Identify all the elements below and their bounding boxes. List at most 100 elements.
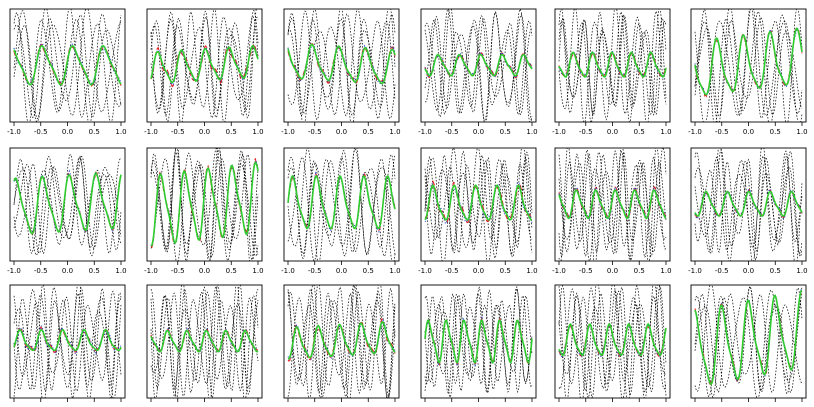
draw-line bbox=[694, 293, 803, 393]
x-tick-label: 1.0 bbox=[796, 128, 807, 136]
truth-line bbox=[13, 172, 122, 235]
panel-lines bbox=[150, 148, 259, 261]
panel-lines bbox=[694, 9, 803, 122]
panel-frame bbox=[690, 147, 807, 262]
draw-line bbox=[287, 285, 396, 398]
draw-line bbox=[694, 148, 803, 261]
draw-line bbox=[150, 148, 259, 261]
x-tick-label: -1.0 bbox=[552, 128, 566, 136]
truth-line bbox=[150, 161, 259, 247]
estimate-2-line bbox=[558, 324, 667, 358]
draw-line bbox=[424, 15, 533, 116]
panel-15 bbox=[283, 284, 400, 402]
panel-lines bbox=[424, 9, 533, 122]
draw-line bbox=[13, 9, 122, 122]
truth-line bbox=[694, 190, 803, 218]
x-tick-label: -0.5 bbox=[579, 267, 593, 275]
draw-line bbox=[558, 9, 667, 122]
x-tick-label: -0.5 bbox=[445, 128, 459, 136]
panel-lines bbox=[287, 285, 396, 398]
x-tick-label: 1.0 bbox=[389, 267, 400, 275]
x-tick-label: 1.0 bbox=[389, 128, 400, 136]
x-tick-label: 0.5 bbox=[770, 267, 781, 275]
panel-lines bbox=[424, 285, 533, 398]
draw-line bbox=[150, 291, 259, 392]
x-tick-label: 0.5 bbox=[226, 267, 237, 275]
panel-9: -1.0 -0.5 0.0 0.5 1.0 bbox=[281, 147, 401, 275]
x-tick-label: 0.0 bbox=[743, 128, 754, 136]
x-tick-label: 0.5 bbox=[363, 128, 374, 136]
truth-line bbox=[558, 322, 667, 357]
draw-line bbox=[558, 285, 667, 398]
panel-16 bbox=[420, 284, 537, 402]
x-tick-label: -1.0 bbox=[144, 128, 158, 136]
draw-line bbox=[694, 149, 803, 261]
x-tick-label: -1.0 bbox=[281, 267, 295, 275]
draw-line bbox=[13, 9, 122, 122]
draw-line bbox=[287, 9, 396, 120]
draw-line bbox=[694, 155, 803, 255]
draw-line bbox=[558, 148, 667, 261]
panel-12: -1.0 -0.5 0.0 0.5 1.0 bbox=[688, 147, 808, 275]
truth-line bbox=[424, 53, 533, 77]
draw-line bbox=[694, 285, 803, 398]
x-tick-label: 0.0 bbox=[473, 128, 484, 136]
x-tick-label: 1.0 bbox=[526, 128, 537, 136]
truth-line bbox=[287, 43, 396, 85]
x-tick-label: -0.5 bbox=[715, 267, 729, 275]
x-tick-label: 0.0 bbox=[62, 128, 73, 136]
truth-line bbox=[287, 320, 396, 360]
x-tick-label: 1.0 bbox=[526, 267, 537, 275]
x-tick-label: 0.0 bbox=[473, 267, 484, 275]
x-tick-label: 0.0 bbox=[607, 267, 618, 275]
panel-lines bbox=[694, 148, 803, 261]
x-tick-label: 0.5 bbox=[634, 128, 645, 136]
panel-11: -1.0 -0.5 0.0 0.5 1.0 bbox=[552, 147, 672, 275]
draw-line bbox=[287, 12, 396, 119]
x-tick-label: -0.5 bbox=[308, 128, 322, 136]
x-tick-label: 1.0 bbox=[796, 267, 807, 275]
draw-line bbox=[694, 287, 803, 398]
panel-1: -1.0 -0.5 0.0 0.5 1.0 bbox=[7, 8, 127, 136]
x-tick-label: 1.0 bbox=[660, 267, 671, 275]
x-tick-label: 0.0 bbox=[199, 267, 210, 275]
panel-lines bbox=[558, 9, 667, 122]
panel-lines bbox=[424, 148, 533, 261]
draw-line bbox=[287, 287, 396, 395]
x-tick-label: 0.5 bbox=[634, 267, 645, 275]
truth-line bbox=[13, 44, 122, 86]
x-tick-label: -1.0 bbox=[552, 267, 566, 275]
panel-4: -1.0 -0.5 0.0 0.5 1.0 bbox=[418, 8, 538, 136]
panel-10: -1.0 -0.5 0.0 0.5 1.0 bbox=[418, 147, 538, 275]
estimate-1-line bbox=[150, 42, 259, 88]
x-tick-label: 0.0 bbox=[62, 267, 73, 275]
x-tick-label: -0.5 bbox=[579, 128, 593, 136]
truth-line bbox=[150, 44, 259, 84]
draw-line bbox=[287, 285, 396, 398]
x-tick-label: 1.0 bbox=[252, 128, 263, 136]
draw-line bbox=[13, 292, 122, 392]
draw-line bbox=[287, 150, 396, 260]
panel-lines bbox=[13, 153, 122, 257]
x-tick-label: -1.0 bbox=[418, 267, 432, 275]
draw-line bbox=[287, 9, 396, 122]
panel-5: -1.0 -0.5 0.0 0.5 1.0 bbox=[552, 8, 672, 136]
draw-line bbox=[13, 155, 122, 254]
draw-line bbox=[150, 285, 259, 398]
draw-line bbox=[287, 13, 396, 117]
x-tick-label: -0.5 bbox=[445, 267, 459, 275]
draw-line bbox=[694, 156, 803, 253]
draw-line bbox=[558, 152, 667, 259]
panel-lines bbox=[150, 9, 259, 122]
panel-8: -1.0 -0.5 0.0 0.5 1.0 bbox=[144, 147, 264, 275]
draw-line bbox=[13, 290, 122, 392]
x-tick-label: 0.5 bbox=[89, 267, 100, 275]
draw-line bbox=[558, 285, 667, 398]
draw-line bbox=[150, 148, 259, 261]
panel-2: -1.0 -0.5 0.0 0.5 1.0 bbox=[144, 8, 264, 136]
draw-line bbox=[150, 11, 259, 119]
draw-line bbox=[424, 9, 533, 122]
panel-6: -1.0 -0.5 0.0 0.5 1.0 bbox=[688, 8, 808, 136]
truth-line bbox=[424, 184, 533, 221]
x-tick-label: -1.0 bbox=[418, 128, 432, 136]
